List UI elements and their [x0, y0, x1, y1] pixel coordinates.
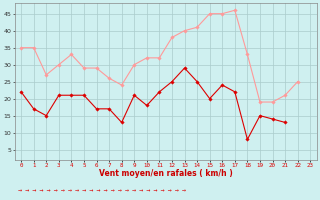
- X-axis label: Vent moyen/en rafales ( km/h ): Vent moyen/en rafales ( km/h ): [99, 169, 233, 178]
- Text: →  →  →  →  →  →  →  →  →  →  →  →  →  →  →  →  →  →  →  →  →  →  →  →: → → → → → → → → → → → → → → → → → → → → …: [18, 188, 186, 193]
